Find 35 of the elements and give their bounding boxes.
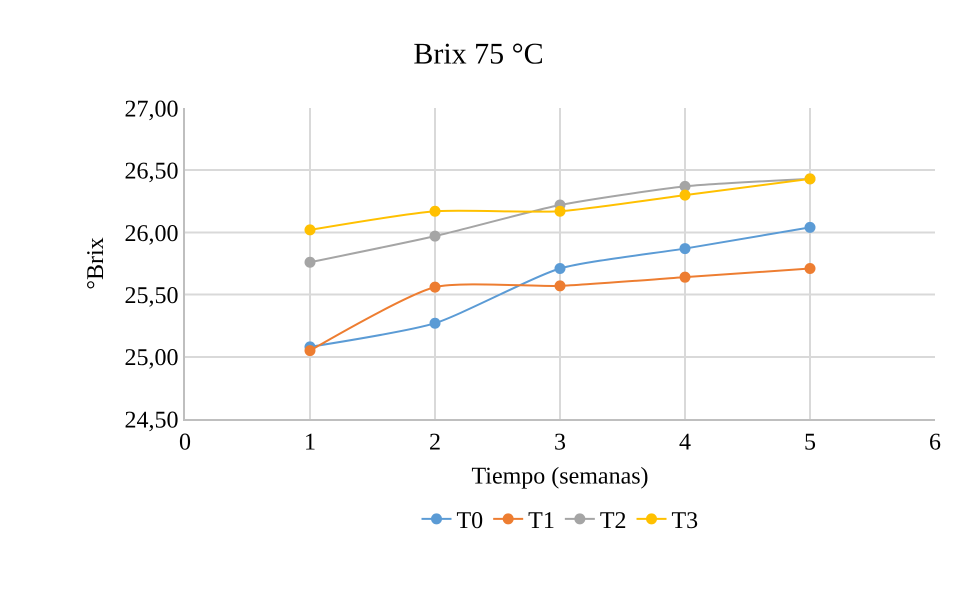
x-tick-label: 2 xyxy=(429,430,441,456)
point xyxy=(680,272,690,283)
y-tick-label: 25,50 xyxy=(124,283,178,309)
point xyxy=(680,190,690,201)
x-tick-label: 6 xyxy=(929,430,941,456)
x-tick-label: 0 xyxy=(179,430,191,456)
point xyxy=(304,224,316,236)
x-axis-title: Tiempo (semanas) xyxy=(471,463,649,490)
y-tick-label: 24,50 xyxy=(124,407,178,434)
x-tick-label: 5 xyxy=(804,430,816,456)
legend-label: T3 xyxy=(672,508,698,534)
point xyxy=(554,206,566,217)
y-tick-label: 26,50 xyxy=(124,158,178,185)
point xyxy=(804,222,816,233)
point xyxy=(304,256,316,268)
point xyxy=(680,243,690,254)
y-tick-label: 26,00 xyxy=(124,220,178,247)
y-axis-title: °Brix xyxy=(83,237,110,290)
point xyxy=(554,262,566,274)
point xyxy=(430,206,440,217)
x-tick-label: 3 xyxy=(554,430,566,456)
point xyxy=(430,230,440,242)
point xyxy=(304,345,316,356)
point xyxy=(430,318,440,329)
legend-label: T0 xyxy=(456,508,484,534)
point xyxy=(554,280,566,292)
point xyxy=(430,282,440,293)
x-tick-label: 4 xyxy=(679,430,691,456)
y-tick-label: 27,00 xyxy=(124,96,178,122)
x-tick-label: 1 xyxy=(304,430,316,456)
point xyxy=(804,262,816,274)
chart-title: Brix 75 °C xyxy=(413,38,544,71)
legend-label: T2 xyxy=(600,508,627,534)
y-tick-label: 25,00 xyxy=(124,345,178,372)
legend-label: T1 xyxy=(528,508,555,534)
